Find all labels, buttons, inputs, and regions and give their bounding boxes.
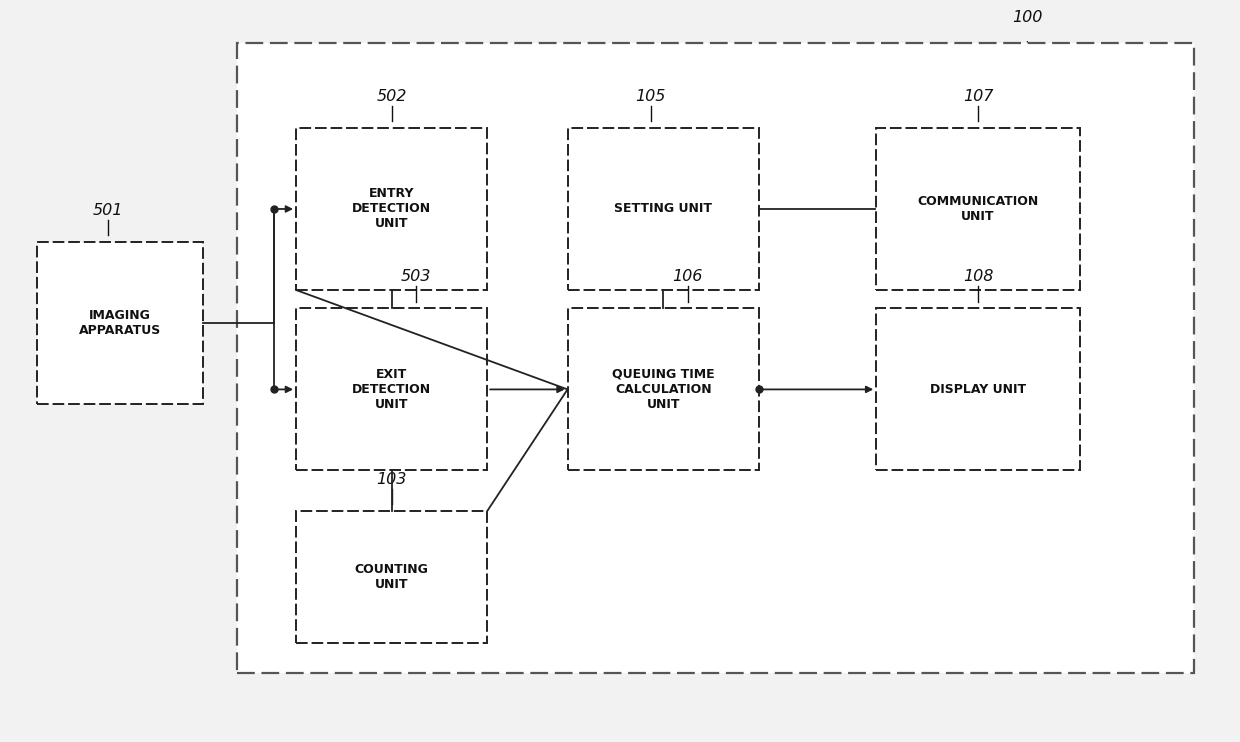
Text: QUEUING TIME
CALCULATION
UNIT: QUEUING TIME CALCULATION UNIT <box>611 368 714 411</box>
Bar <box>877 128 1080 290</box>
Text: SETTING UNIT: SETTING UNIT <box>614 203 712 215</box>
Bar <box>37 242 203 404</box>
Bar <box>296 128 487 290</box>
Text: IMAGING
APPARATUS: IMAGING APPARATUS <box>79 309 161 337</box>
Text: COMMUNICATION
UNIT: COMMUNICATION UNIT <box>918 195 1039 223</box>
Text: COUNTING
UNIT: COUNTING UNIT <box>355 563 429 591</box>
Text: 105: 105 <box>636 89 666 104</box>
Bar <box>296 511 487 643</box>
Text: 503: 503 <box>401 269 432 284</box>
Bar <box>568 309 759 470</box>
Text: ENTRY
DETECTION
UNIT: ENTRY DETECTION UNIT <box>352 188 432 231</box>
Text: 108: 108 <box>962 269 993 284</box>
Bar <box>296 309 487 470</box>
Text: 502: 502 <box>377 89 407 104</box>
Bar <box>237 43 1194 673</box>
Text: 107: 107 <box>962 89 993 104</box>
Text: 103: 103 <box>377 472 407 487</box>
Bar <box>568 128 759 290</box>
Text: 106: 106 <box>673 269 703 284</box>
Bar <box>877 309 1080 470</box>
Text: DISPLAY UNIT: DISPLAY UNIT <box>930 383 1025 396</box>
Text: 100: 100 <box>1012 10 1043 25</box>
Text: 501: 501 <box>93 203 123 218</box>
Text: EXIT
DETECTION
UNIT: EXIT DETECTION UNIT <box>352 368 432 411</box>
